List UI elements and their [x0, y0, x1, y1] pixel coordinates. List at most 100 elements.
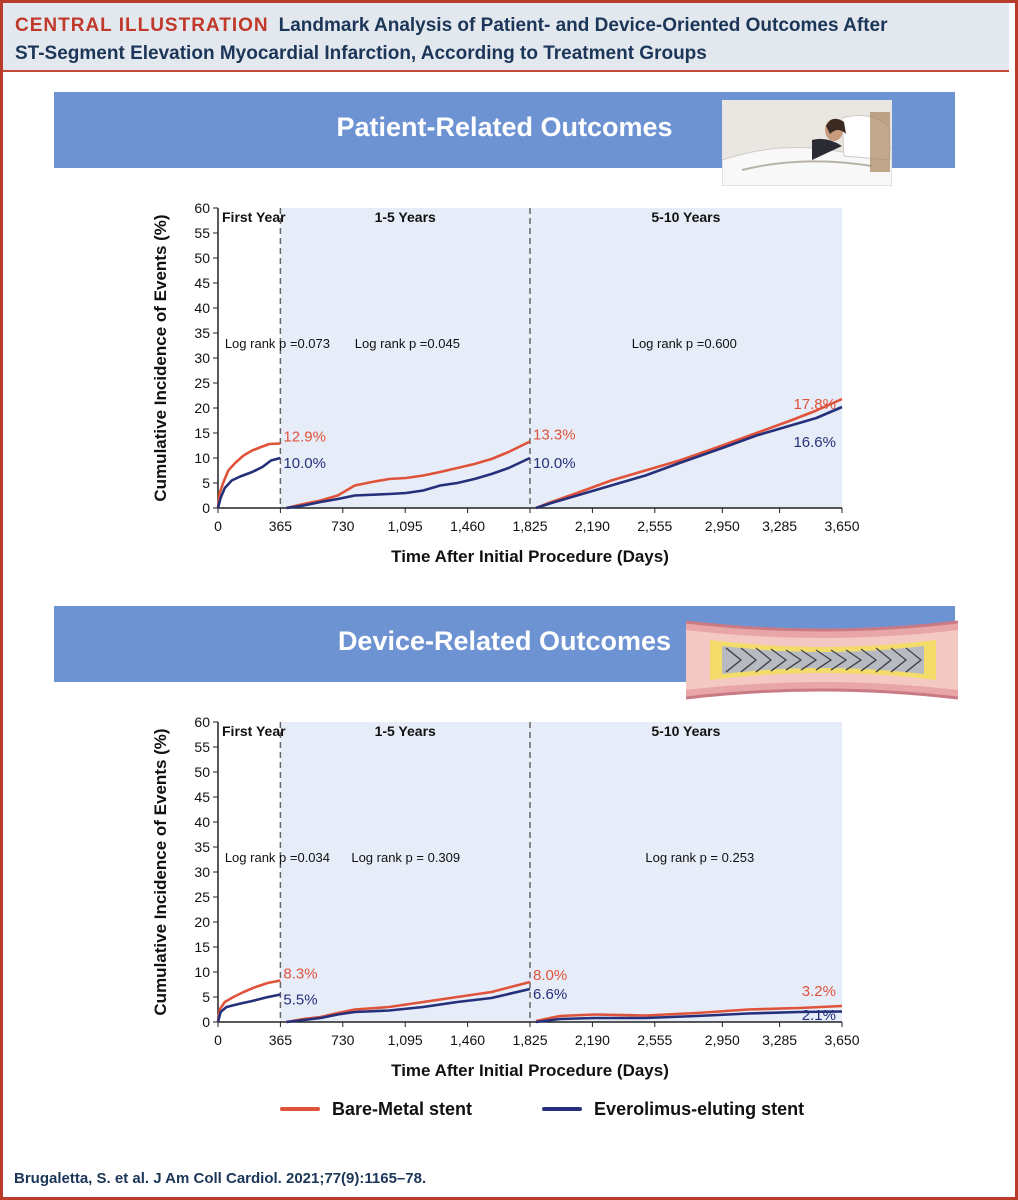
citation: Brugaletta, S. et al. J Am Coll Cardiol.… [14, 1170, 427, 1187]
series-line-ees-segment-3 [535, 405, 843, 510]
y-tick-label: 0 [202, 500, 210, 516]
end-label-bms: 12.9% [283, 429, 326, 446]
period-label: 5-10 Years [651, 209, 720, 225]
logrank-label: Log rank p =0.600 [632, 336, 737, 351]
y-tick-label: 30 [194, 350, 210, 366]
y-tick-label: 40 [194, 300, 210, 316]
x-tick-label: 1,095 [388, 1032, 423, 1048]
title-line-2: ST-Segment Elevation Myocardial Infarcti… [15, 43, 707, 64]
legend-swatch-bms [280, 1107, 320, 1111]
x-axis-label: Time After Initial Procedure (Days) [391, 547, 669, 566]
end-label-bms: 3.2% [802, 983, 836, 1000]
series-line-ees-segment-2 [286, 987, 531, 1024]
end-label-bms: 17.8% [793, 396, 836, 413]
stent-artery-icon [686, 620, 958, 700]
y-tick-label: 35 [194, 839, 210, 855]
y-tick-label: 10 [194, 450, 210, 466]
series-line-ees-segment-1 [216, 456, 281, 509]
end-label-ees: 16.6% [793, 434, 836, 451]
end-label-bms: 8.3% [283, 966, 317, 983]
y-tick-label: 25 [194, 889, 210, 905]
x-tick-label: 3,650 [824, 518, 859, 534]
y-tick-label: 45 [194, 275, 210, 291]
x-tick-label: 2,190 [575, 518, 610, 534]
period-label: First Year [222, 209, 286, 225]
legend-label-ees: Everolimus-eluting stent [594, 1098, 805, 1119]
x-tick-label: 730 [331, 1032, 355, 1048]
y-tick-label: 30 [194, 864, 210, 880]
y-tick-label: 0 [202, 1014, 210, 1030]
patient-outcomes-chart: 0 5 10 15 20 25 30 35 40 45 50 55 60 0 365 730 1,095 1,46… [151, 200, 860, 566]
x-tick-label: 1,460 [450, 518, 485, 534]
x-tick-label: 2,950 [705, 518, 740, 534]
series-line-bms-segment-1 [216, 979, 281, 1023]
period-label: 5-10 Years [651, 723, 720, 739]
y-tick-label: 55 [194, 225, 210, 241]
x-tick-label: 1,460 [450, 1032, 485, 1048]
x-tick-label: 0 [214, 1032, 222, 1048]
panel-title-patient: Patient-Related Outcomes [336, 112, 673, 142]
legend: Bare-Metal stent Everolimus-eluting sten… [280, 1096, 804, 1122]
x-tick-label: 3,285 [762, 1032, 797, 1048]
x-tick-label: 0 [214, 518, 222, 534]
y-tick-label: 60 [194, 200, 210, 216]
end-label-ees: 6.6% [533, 986, 567, 1003]
x-tick-label: 1,825 [512, 518, 547, 534]
legend-swatch-ees [542, 1107, 583, 1111]
logrank-label: Log rank p =0.045 [355, 336, 460, 351]
y-tick-label: 5 [202, 989, 210, 1005]
y-axis-label: Cumulative Incidence of Events (%) [151, 728, 170, 1015]
central-illustration-label: CENTRAL ILLUSTRATION [15, 15, 269, 36]
y-tick-label: 25 [194, 375, 210, 391]
y-tick-label: 50 [194, 764, 210, 780]
x-tick-label: 2,555 [637, 1032, 672, 1048]
period-label: 1-5 Years [375, 723, 436, 739]
logrank-label: Log rank p =0.073 [225, 336, 330, 351]
x-axis-label: Time After Initial Procedure (Days) [391, 1061, 669, 1080]
legend-label-bms: Bare-Metal stent [332, 1098, 473, 1119]
y-tick-label: 45 [194, 789, 210, 805]
y-tick-label: 15 [194, 425, 210, 441]
x-tick-label: 2,950 [705, 1032, 740, 1048]
legend-item-ees: Everolimus-eluting stent [542, 1099, 804, 1120]
y-tick-label: 15 [194, 939, 210, 955]
end-label-ees: 10.0% [283, 455, 326, 472]
series-line-ees-segment-2 [286, 456, 531, 510]
title-line-1: CENTRAL ILLUSTRATION Landmark Analysis of… [15, 15, 887, 37]
x-tick-label: 730 [331, 518, 355, 534]
y-tick-label: 40 [194, 814, 210, 830]
logrank-label: Log rank p =0.034 [225, 850, 330, 865]
end-label-bms: 8.0% [533, 967, 567, 984]
y-tick-label: 35 [194, 325, 210, 341]
y-tick-label: 60 [194, 714, 210, 730]
logrank-label: Log rank p = 0.309 [351, 850, 460, 865]
period-label: 1-5 Years [375, 209, 436, 225]
series-line-ees-segment-3 [535, 1010, 843, 1024]
y-tick-label: 10 [194, 964, 210, 980]
series-line-bms-segment-1 [216, 442, 281, 509]
end-label-ees: 5.5% [283, 992, 317, 1009]
logrank-label: Log rank p = 0.253 [645, 850, 754, 865]
x-tick-label: 2,555 [637, 518, 672, 534]
series-line-bms-segment-2 [286, 440, 531, 510]
y-tick-label: 50 [194, 250, 210, 266]
x-tick-label: 365 [269, 1032, 293, 1048]
x-tick-label: 3,650 [824, 1032, 859, 1048]
end-label-bms: 13.3% [533, 427, 576, 444]
header-band: CENTRAL ILLUSTRATION Landmark Analysis of… [3, 3, 1009, 72]
y-tick-label: 20 [194, 400, 210, 416]
x-tick-label: 365 [269, 518, 293, 534]
x-tick-label: 2,190 [575, 1032, 610, 1048]
panel-title-device: Device-Related Outcomes [337, 626, 672, 656]
title-text-1: Landmark Analysis of Patient- and Device… [278, 15, 888, 36]
series-line-ees-segment-1 [216, 993, 281, 1023]
end-label-ees: 2.1% [802, 1007, 836, 1024]
y-tick-label: 20 [194, 914, 210, 930]
legend-item-bms: Bare-Metal stent [280, 1099, 472, 1120]
y-axis-label: Cumulative Incidence of Events (%) [151, 214, 170, 501]
device-outcomes-chart: 0 5 10 15 20 25 30 35 40 45 50 55 60 0 365 730 1,095 1,46… [151, 714, 860, 1080]
plot-shaded-area [280, 208, 842, 508]
y-tick-label: 5 [202, 475, 210, 491]
series-line-bms-segment-3 [535, 1004, 843, 1023]
